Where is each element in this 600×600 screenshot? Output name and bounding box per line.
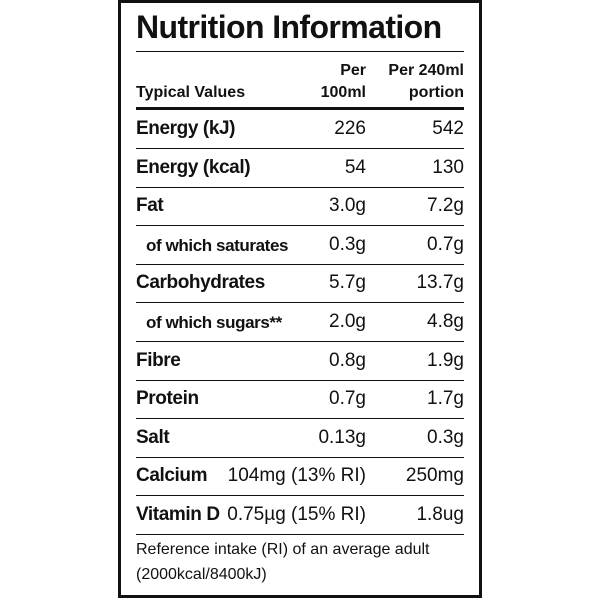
cell-value: 0.7g <box>427 233 464 255</box>
table-row: Vitamin D 0.75µg (15% RI) 1.8ug <box>136 496 464 535</box>
cell-value: 130 <box>432 156 464 178</box>
row-label: Salt <box>136 426 170 448</box>
row-label: of which sugars** <box>146 313 282 332</box>
table-row: Fibre 0.8g 1.9g <box>136 342 464 381</box>
table-row: Energy (kcal) 54 130 <box>136 149 464 188</box>
cell-value: 226 <box>334 118 366 139</box>
cell-value: 250mg <box>405 465 464 487</box>
cell-value: 13.7g <box>416 272 464 294</box>
footnote: (2000kcal/8400kJ) <box>136 566 267 583</box>
table-row: Protein 0.7g 1.7g <box>136 380 464 420</box>
title: Nutrition Information <box>136 9 442 45</box>
cell-value: 0.3g <box>427 426 464 448</box>
header-line: Per <box>340 62 366 79</box>
table-row: Fat 3.0g 7.2g <box>136 187 464 227</box>
cell-value: 0.75µg (15% RI) <box>227 504 366 525</box>
column-header: Per 100ml <box>321 60 366 104</box>
header-line: Per 240ml <box>388 62 464 79</box>
header-line: Typical Values <box>136 84 246 101</box>
table-row: Salt 0.13g 0.3g <box>136 419 464 458</box>
table-row: Energy (kJ) 226 542 <box>136 110 464 149</box>
cell-value: 0.7g <box>329 388 366 410</box>
nutrition-label: Nutrition Information Typical Values Per… <box>118 0 482 598</box>
row-label: Fibre <box>136 349 181 371</box>
row-label: Protein <box>136 388 199 410</box>
cell-value: 1.9g <box>427 349 464 371</box>
header-line: 100ml <box>320 84 366 101</box>
row-label: of which saturates <box>146 235 289 255</box>
cell-value: 4.8g <box>427 311 464 332</box>
column-header: Typical Values <box>136 82 245 104</box>
cell-value: 1.7g <box>427 388 464 410</box>
cell-value: 3.0g <box>329 195 366 217</box>
cell-value: 7.2g <box>427 195 464 217</box>
table-row: Carbohydrates 5.7g 13.7g <box>136 264 464 304</box>
cell-value: 0.3g <box>329 233 366 255</box>
cell-value: 1.8ug <box>416 504 464 525</box>
cell-value: 0.13g <box>318 426 366 448</box>
row-label: Fat <box>136 195 164 217</box>
row-label: Energy (kcal) <box>136 156 251 178</box>
table-row: of which saturates 0.3g 0.7g <box>136 226 464 265</box>
row-label: Calcium <box>136 465 208 487</box>
rule <box>136 51 464 52</box>
cell-value: 5.7g <box>329 272 366 294</box>
footnote: Reference intake (RI) of an average adul… <box>136 541 430 558</box>
cell-value: 104mg (13% RI) <box>227 465 366 487</box>
row-label: Energy (kJ) <box>136 118 236 139</box>
cell-value: 2.0g <box>329 311 366 332</box>
rule <box>136 107 464 110</box>
table-row: Calcium 104mg (13% RI) 250mg <box>136 457 464 497</box>
table-row: of which sugars** 2.0g 4.8g <box>136 303 464 342</box>
column-header: Per 240ml portion <box>388 60 464 104</box>
row-label: Carbohydrates <box>136 272 265 294</box>
header-line: portion <box>408 84 464 101</box>
row-label: Vitamin D <box>136 504 220 525</box>
cell-value: 0.8g <box>329 349 366 371</box>
cell-value: 542 <box>432 118 464 139</box>
cell-value: 54 <box>344 156 366 178</box>
